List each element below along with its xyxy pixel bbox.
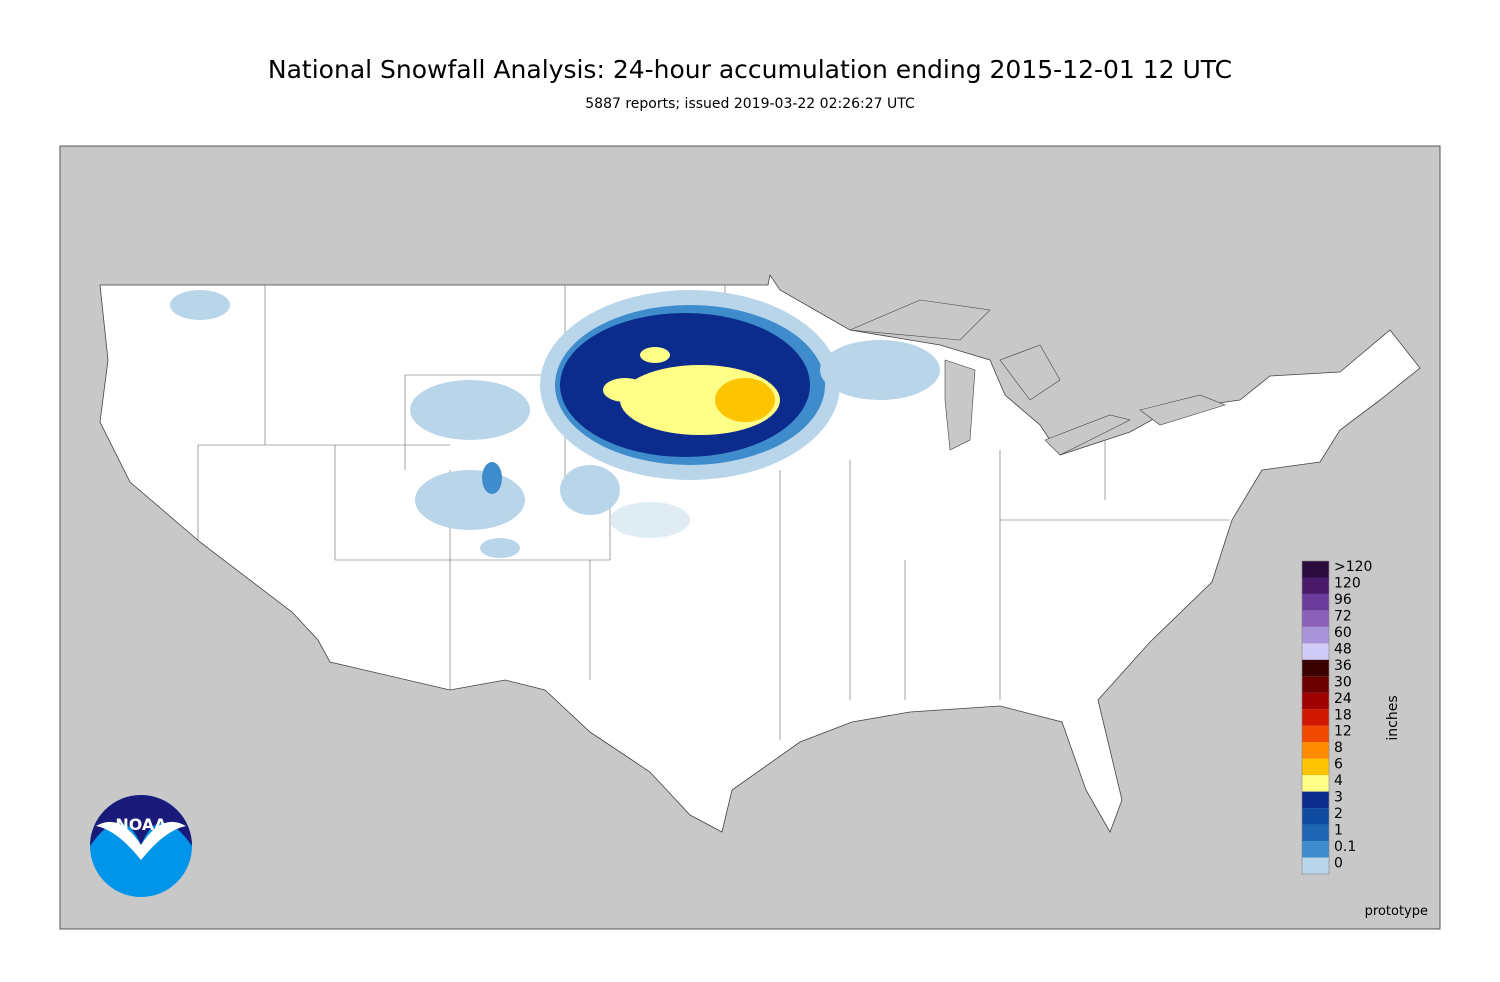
subtitle: 5887 reports; issued 2019-03-22 02:26:27… — [585, 96, 915, 112]
colorbar-label: 120 — [1334, 575, 1361, 591]
colorbar-swatch — [1302, 659, 1329, 677]
colorbar-swatch — [1302, 676, 1329, 693]
noaa-logo: NOAA — [90, 795, 192, 897]
colorbar-label: 72 — [1334, 608, 1352, 624]
colorbar-swatch — [1302, 857, 1329, 874]
colorbar-label: 0 — [1334, 856, 1343, 872]
colorbar-swatch — [1302, 610, 1329, 627]
colorbar-label: 2 — [1334, 806, 1343, 822]
colorbar-unit: inches — [1385, 695, 1401, 740]
colorbar-label: >120 — [1334, 559, 1372, 575]
colorbar-label: 8 — [1334, 740, 1343, 756]
colorbar-swatch — [1302, 841, 1329, 858]
colorbar-swatch — [1302, 758, 1329, 776]
colorbar-swatch — [1302, 742, 1329, 759]
colorbar-label: 18 — [1334, 707, 1352, 723]
colorbar-label: 6 — [1334, 757, 1343, 773]
colorbar-label: 24 — [1334, 691, 1352, 707]
map — [59, 145, 1441, 930]
colorbar-label: 30 — [1334, 674, 1352, 690]
colorbar-label: 1 — [1334, 823, 1343, 839]
snowfall-field — [170, 290, 940, 558]
colorbar-swatch — [1302, 775, 1329, 792]
colorbar-label: 96 — [1334, 592, 1352, 608]
colorbar-label: 4 — [1334, 773, 1343, 789]
colorbar-swatch — [1302, 577, 1329, 594]
colorbar-label: 3 — [1334, 790, 1343, 806]
colorbar-label: 60 — [1334, 625, 1352, 641]
colorbar-label: 36 — [1334, 658, 1352, 674]
great-lakes — [849, 299, 1226, 456]
note: prototype — [1365, 904, 1428, 919]
colorbar-swatch — [1302, 824, 1329, 842]
title: National Snowfall Analysis: 24-hour accu… — [268, 55, 1232, 84]
colorbar-label: 48 — [1334, 641, 1352, 657]
colorbar-frame — [1301, 560, 1330, 875]
colorbar-label: 12 — [1334, 724, 1352, 740]
colorbar-swatch — [1302, 626, 1329, 644]
colorbar-swatch — [1302, 791, 1329, 809]
colorbar-swatch — [1302, 725, 1329, 743]
colorbar-swatch — [1302, 593, 1329, 611]
colorbar-swatch — [1302, 561, 1329, 578]
colorbar-swatch — [1302, 643, 1329, 660]
logo-text: NOAA — [115, 815, 167, 834]
colorbar-swatch — [1302, 808, 1329, 825]
colorbar-label: 0.1 — [1334, 839, 1356, 855]
colorbar-swatch — [1302, 709, 1329, 726]
colorbar-swatch — [1302, 692, 1329, 710]
